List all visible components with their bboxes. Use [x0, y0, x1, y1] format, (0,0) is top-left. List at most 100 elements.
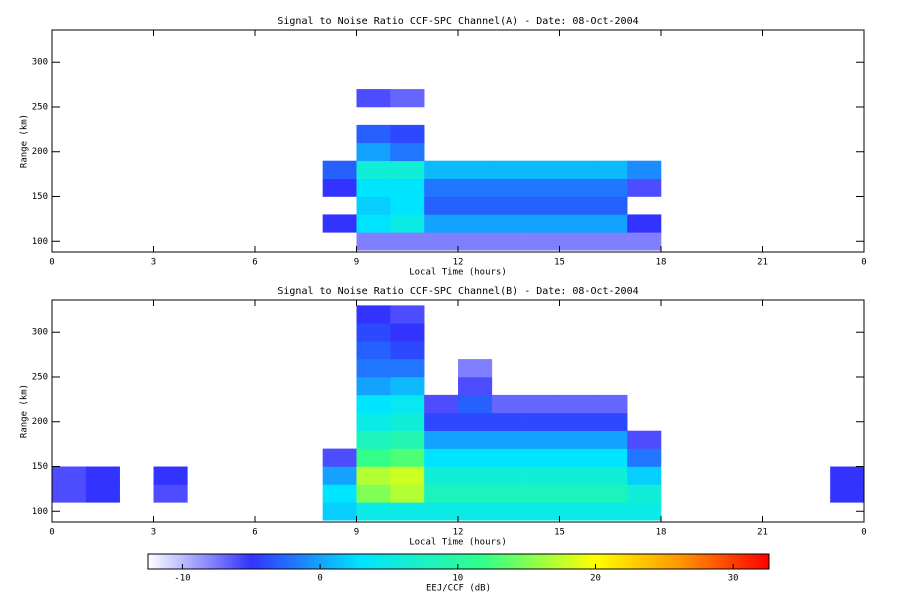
x-tick-label: 9	[354, 528, 359, 538]
heat-cell	[559, 430, 594, 449]
x-tick-label: 18	[656, 258, 667, 268]
x-tick-label: 21	[757, 258, 768, 268]
y-tick-label: 300	[32, 58, 48, 68]
heat-cell	[390, 448, 425, 467]
x-tick-label: 12	[453, 528, 464, 538]
colorbar-tick-label: 20	[590, 574, 601, 584]
heat-cell	[356, 502, 391, 521]
colorbar-tick-label: -10	[174, 574, 190, 584]
heat-cell	[525, 394, 560, 414]
heat-cell	[390, 196, 425, 215]
heat-cell	[593, 448, 628, 467]
heat-cell	[491, 160, 526, 179]
y-tick-label: 100	[32, 507, 48, 517]
heat-cell	[356, 160, 391, 179]
heat-cell	[322, 178, 357, 197]
x-axis-label: Local Time (hours)	[409, 538, 507, 548]
heat-cell	[525, 196, 560, 215]
heat-cell	[390, 124, 425, 144]
y-tick-label: 250	[32, 102, 48, 112]
heat-cell	[390, 376, 425, 396]
x-tick-label: 9	[354, 258, 359, 268]
heat-cell	[390, 232, 425, 251]
heat-cell	[830, 466, 864, 485]
heat-cell	[390, 89, 425, 108]
heat-cell	[424, 448, 459, 467]
heat-cell	[593, 430, 628, 449]
y-tick-label: 200	[32, 147, 48, 157]
heat-cell	[390, 502, 425, 521]
heat-cell	[559, 484, 594, 503]
heat-cell	[627, 502, 662, 521]
heat-cell	[627, 466, 662, 485]
heat-cell	[593, 502, 628, 521]
heat-cell	[491, 430, 526, 449]
x-tick-label: 6	[252, 258, 257, 268]
y-axis-label: Range (km)	[20, 384, 30, 438]
heat-cell	[390, 430, 425, 449]
x-tick-label: 18	[656, 528, 667, 538]
heat-cell	[458, 466, 493, 485]
heat-cell	[356, 341, 391, 360]
heat-cell	[525, 448, 560, 467]
heat-cell	[356, 466, 391, 485]
heat-cell	[356, 394, 391, 414]
heat-cell	[390, 305, 425, 324]
heat-cell	[356, 214, 391, 233]
heat-cell	[525, 178, 560, 197]
heat-cell	[356, 484, 391, 503]
heat-cell	[424, 502, 459, 521]
heat-cell	[322, 502, 357, 521]
heat-cell	[559, 412, 594, 431]
heat-cell	[390, 359, 425, 378]
heat-cell	[559, 448, 594, 467]
heat-cell	[458, 376, 493, 396]
y-tick-label: 200	[32, 417, 48, 427]
heat-cell	[593, 214, 628, 233]
heat-cell	[491, 484, 526, 503]
heat-cell	[458, 394, 493, 414]
colorbar-label: EEJ/CCF (dB)	[426, 584, 491, 594]
heat-cell	[593, 466, 628, 485]
heat-cell	[458, 232, 493, 251]
heat-cell	[627, 178, 662, 197]
colorbar-tick-label: 30	[728, 574, 739, 584]
heat-cell	[424, 178, 459, 197]
heat-cell	[390, 214, 425, 233]
heat-cell	[424, 430, 459, 449]
heat-cell	[424, 466, 459, 485]
y-tick-label: 300	[32, 328, 48, 338]
colorbar-tick-label: 0	[317, 574, 322, 584]
heat-cell	[525, 160, 560, 179]
heat-cell	[322, 448, 357, 467]
heat-cell	[424, 232, 459, 251]
heat-cell	[458, 448, 493, 467]
heat-cell	[356, 376, 391, 396]
heat-cell	[559, 196, 594, 215]
heat-cell	[525, 412, 560, 431]
heat-cell	[424, 214, 459, 233]
heat-cell	[390, 412, 425, 431]
heat-cell	[390, 394, 425, 414]
heat-cell	[356, 89, 391, 108]
heat-cell	[458, 359, 493, 378]
cells	[322, 89, 662, 251]
heat-cell	[593, 160, 628, 179]
heat-cell	[356, 359, 391, 378]
heat-cell	[356, 124, 391, 144]
x-tick-label: 0	[861, 258, 866, 268]
heat-cell	[356, 196, 391, 215]
heat-cell	[356, 178, 391, 197]
heat-cell	[491, 232, 526, 251]
heat-cell	[390, 484, 425, 503]
heat-cell	[593, 412, 628, 431]
heat-cell	[491, 394, 526, 414]
x-axis-label: Local Time (hours)	[409, 268, 507, 278]
heat-cell	[458, 214, 493, 233]
y-tick-label: 150	[32, 192, 48, 202]
heat-cell	[627, 232, 662, 251]
heat-cell	[52, 466, 87, 485]
y-tick-label: 250	[32, 372, 48, 382]
heat-cell	[525, 466, 560, 485]
heat-cell	[627, 160, 662, 179]
